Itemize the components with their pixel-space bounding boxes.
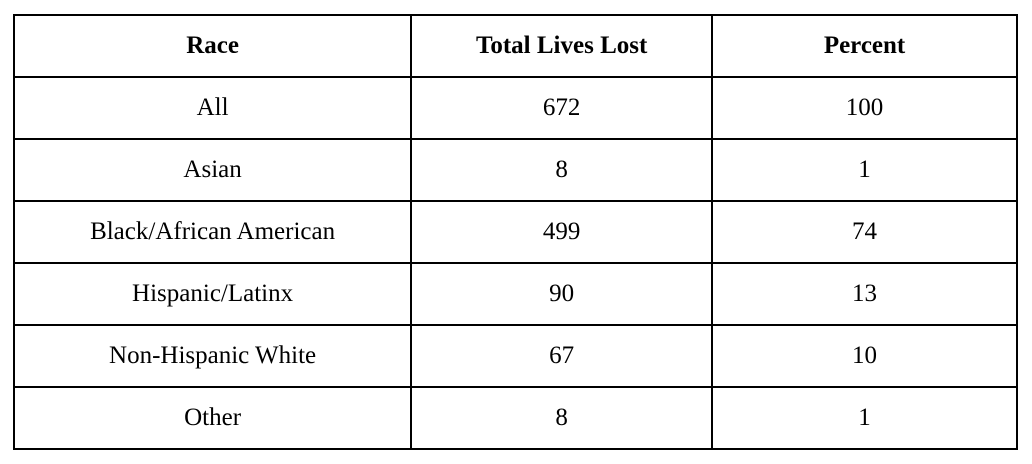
- cell-total_lives_lost: 499: [410, 200, 714, 264]
- cell-race: Hispanic/Latinx: [12, 262, 413, 326]
- cell-total_lives_lost: 8: [410, 138, 714, 202]
- cell-percent: 100: [711, 76, 1018, 140]
- table-row: All 672 100: [12, 76, 1018, 140]
- cell-total_lives_lost: 90: [410, 262, 714, 326]
- cell-percent: 10: [711, 324, 1018, 388]
- table-row: Non-Hispanic White 67 10: [12, 324, 1018, 388]
- cell-race: Black/African American: [12, 200, 413, 264]
- table-body: All 672 100 Asian 8 1 Black/African American 49…: [12, 76, 1018, 450]
- cell-race: All: [12, 76, 413, 140]
- table-row: Other 8 1: [12, 386, 1018, 450]
- cell-percent: 1: [711, 138, 1018, 202]
- race-statistics-table: Race Total Lives Lost Percent All 672 100 A…: [12, 14, 1018, 450]
- table-row: Black/African American 499 74: [12, 200, 1018, 264]
- header-row: Race Total Lives Lost Percent: [12, 14, 1018, 78]
- cell-percent: 13: [711, 262, 1018, 326]
- cell-total_lives_lost: 672: [410, 76, 714, 140]
- cell-total_lives_lost: 8: [410, 386, 714, 450]
- column-header-percent: Percent: [711, 14, 1018, 78]
- race-statistics-table-container: Race Total Lives Lost Percent All 672 100 A…: [12, 14, 1018, 450]
- table-row: Asian 8 1: [12, 138, 1018, 202]
- cell-total_lives_lost: 67: [410, 324, 714, 388]
- cell-race: Non-Hispanic White: [12, 324, 413, 388]
- column-header-total-lives-lost: Total Lives Lost: [410, 14, 714, 78]
- cell-percent: 1: [711, 386, 1018, 450]
- column-header-race: Race: [12, 14, 413, 78]
- cell-race: Asian: [12, 138, 413, 202]
- cell-race: Other: [12, 386, 413, 450]
- cell-percent: 74: [711, 200, 1018, 264]
- table-row: Hispanic/Latinx 90 13: [12, 262, 1018, 326]
